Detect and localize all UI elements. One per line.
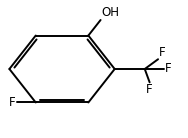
Text: F: F	[9, 96, 16, 109]
Text: F: F	[159, 46, 166, 59]
Text: F: F	[165, 63, 171, 75]
Text: OH: OH	[102, 6, 120, 19]
Text: F: F	[146, 83, 153, 96]
